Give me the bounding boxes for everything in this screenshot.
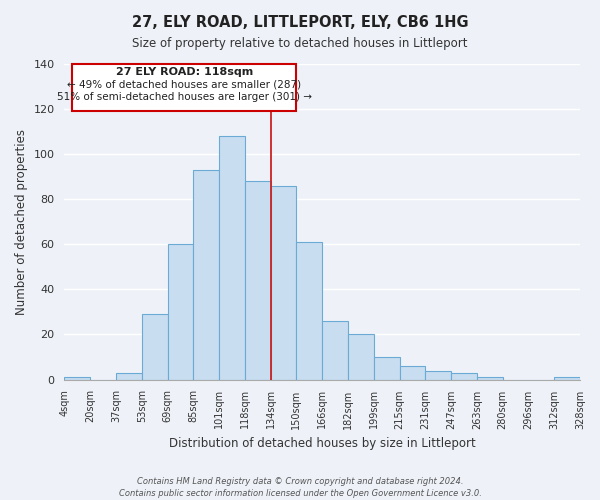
- Text: Size of property relative to detached houses in Littleport: Size of property relative to detached ho…: [132, 38, 468, 51]
- FancyBboxPatch shape: [72, 64, 296, 112]
- Text: Contains HM Land Registry data © Crown copyright and database right 2024.: Contains HM Land Registry data © Crown c…: [137, 478, 463, 486]
- Bar: [245, 181, 271, 380]
- Text: 27, ELY ROAD, LITTLEPORT, ELY, CB6 1HG: 27, ELY ROAD, LITTLEPORT, ELY, CB6 1HG: [131, 15, 469, 30]
- Bar: [348, 334, 374, 380]
- Bar: [554, 378, 580, 380]
- Y-axis label: Number of detached properties: Number of detached properties: [15, 129, 28, 315]
- Bar: [116, 373, 142, 380]
- Bar: [400, 366, 425, 380]
- Bar: [271, 186, 296, 380]
- Bar: [451, 373, 477, 380]
- Text: 51% of semi-detached houses are larger (301) →: 51% of semi-detached houses are larger (…: [57, 92, 312, 102]
- Bar: [167, 244, 193, 380]
- Bar: [142, 314, 167, 380]
- Bar: [425, 370, 451, 380]
- Text: ← 49% of detached houses are smaller (287): ← 49% of detached houses are smaller (28…: [67, 80, 301, 90]
- Text: 27 ELY ROAD: 118sqm: 27 ELY ROAD: 118sqm: [116, 68, 253, 78]
- Bar: [219, 136, 245, 380]
- Bar: [322, 321, 348, 380]
- Text: Contains public sector information licensed under the Open Government Licence v3: Contains public sector information licen…: [119, 489, 481, 498]
- Bar: [477, 378, 503, 380]
- X-axis label: Distribution of detached houses by size in Littleport: Distribution of detached houses by size …: [169, 437, 476, 450]
- Bar: [374, 357, 400, 380]
- Bar: [193, 170, 219, 380]
- Bar: [296, 242, 322, 380]
- Bar: [64, 378, 90, 380]
